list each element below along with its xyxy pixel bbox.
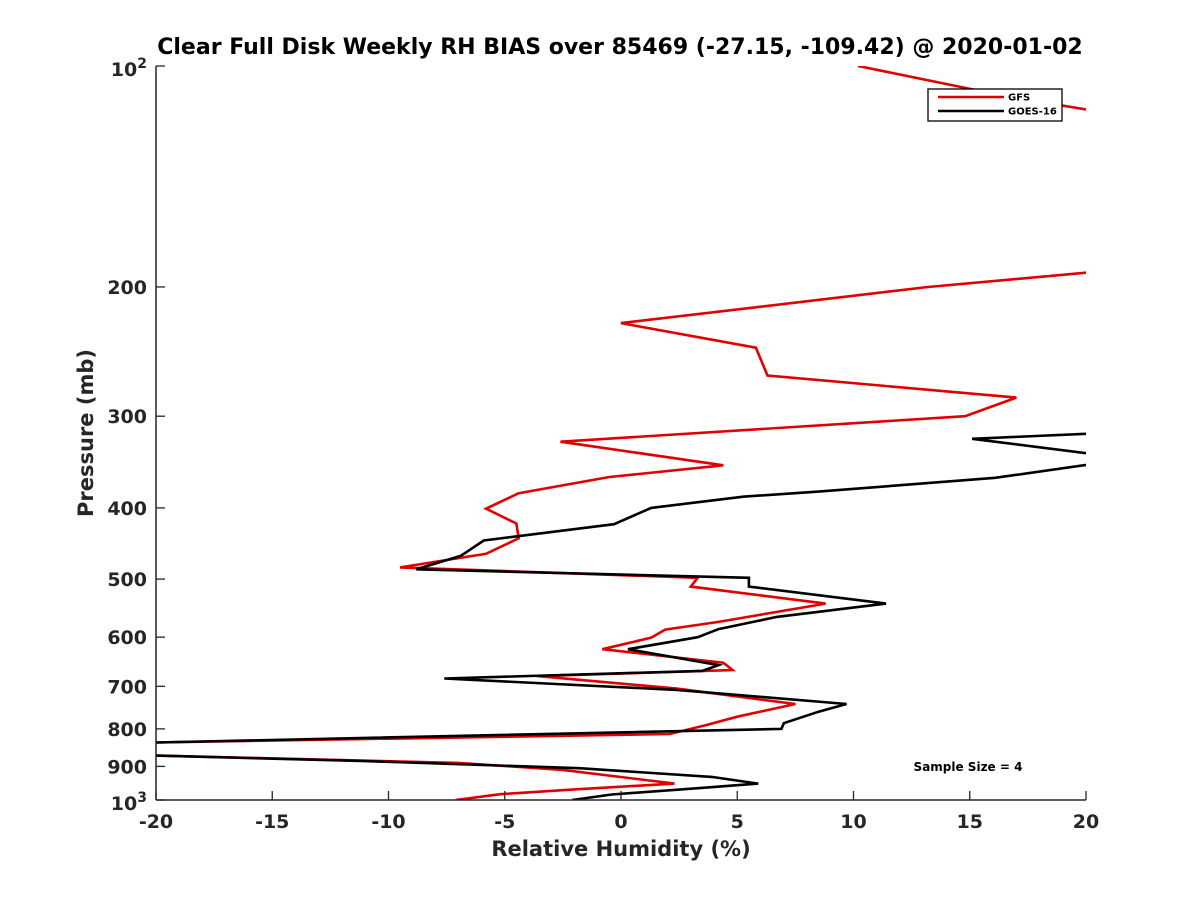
x-tick-label: 10 [840, 811, 866, 833]
y-tick-label: 300 [107, 406, 147, 428]
y-tick-label: 103 [111, 790, 147, 815]
axes: -20 -15 -10 -5 0 5 10 15 20 102 200 300 400 500 600 700… [107, 56, 1099, 833]
y-tick-label: 200 [107, 277, 147, 299]
x-tick-label: 0 [614, 811, 627, 833]
x-tick-label: -20 [139, 811, 173, 833]
x-tick-label: 5 [731, 811, 744, 833]
x-tick-label: 20 [1073, 811, 1099, 833]
y-axis-title: Pressure (mb) [74, 349, 98, 517]
legend-box [927, 88, 1063, 122]
x-tick-label: -15 [255, 811, 289, 833]
x-tick-label: -5 [494, 811, 515, 833]
y-tick-label: 900 [107, 756, 147, 778]
x-axis-title: Relative Humidity (%) [491, 837, 750, 861]
chart-title: Clear Full Disk Weekly RH BIAS over 8546… [157, 35, 1082, 60]
sample-size-annotation: Sample Size = 4 [914, 760, 1023, 774]
y-tick-label: 700 [107, 676, 147, 698]
x-tick-label: 15 [957, 811, 983, 833]
series-line-goes-16-lower [156, 754, 759, 800]
y-tick-label: 500 [107, 569, 147, 591]
legend-label: GOES-16 [1008, 107, 1057, 118]
series-line-gfs [156, 66, 1086, 744]
series-line-goes-16 [156, 432, 1086, 744]
y-tick-label: 800 [107, 719, 147, 741]
y-tick-label: 102 [111, 56, 147, 81]
y-tick-label: 400 [107, 498, 147, 520]
legend-label: GFS [1008, 93, 1030, 104]
legend: GFS GOES-16 [927, 88, 1063, 122]
y-tick-label: 600 [107, 627, 147, 649]
x-tick-label: -10 [371, 811, 405, 833]
plot-area [156, 66, 1086, 800]
